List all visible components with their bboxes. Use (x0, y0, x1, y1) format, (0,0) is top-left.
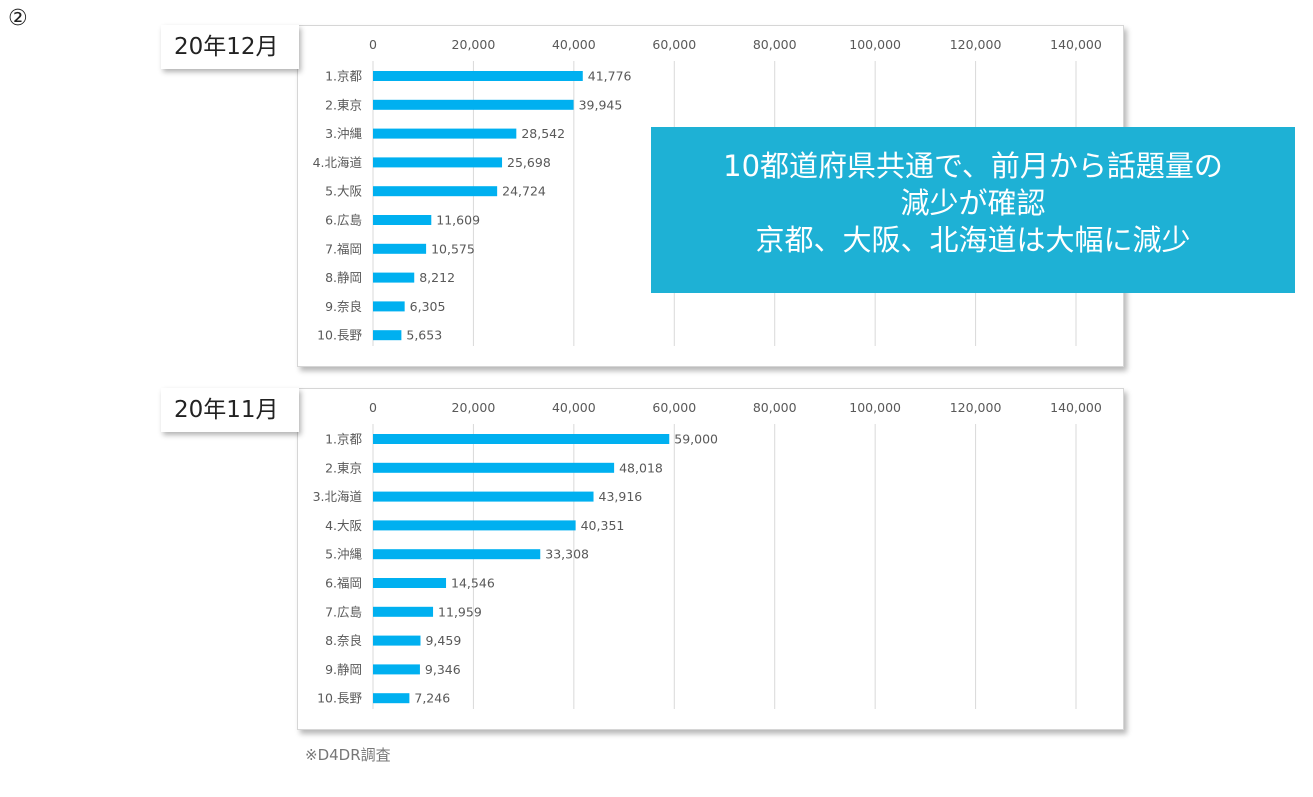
category-label: 6.福岡 (325, 576, 362, 591)
category-label: 9.静岡 (325, 662, 362, 677)
data-label: 41,776 (588, 69, 632, 84)
data-bar (373, 186, 498, 197)
data-bar (373, 243, 427, 254)
chart-december-plot: 0 20,000 40,000 60,000 80,000 100,000 120,000 1… (313, 37, 1102, 346)
data-label: 5,653 (406, 328, 442, 343)
x-tick-label: 100,000 (849, 400, 901, 415)
data-label: 6,305 (410, 299, 446, 314)
data-label: 11,959 (438, 604, 482, 619)
data-label: 25,698 (507, 155, 551, 170)
category-label: 10.長野 (317, 328, 362, 343)
data-bar (373, 491, 594, 502)
data-label: 24,724 (502, 184, 546, 199)
callout-line-3: 京都、大阪、北海道は大幅に減少 (755, 223, 1191, 257)
category-label: 4.北海道 (313, 155, 363, 170)
x-tick-label: 120,000 (950, 400, 1002, 415)
data-bar (373, 462, 615, 473)
data-bar (373, 578, 447, 588)
chart-november: 0 20,000 40,000 60,000 80,000 100,000 120,000 1… (297, 388, 1124, 730)
data-bar (373, 301, 405, 312)
data-bar (373, 549, 541, 560)
category-label: 2.東京 (325, 460, 362, 475)
data-label: 39,945 (579, 97, 623, 112)
data-label: 7,246 (414, 691, 450, 706)
category-label: 4.大阪 (325, 518, 362, 533)
data-label: 9,459 (425, 633, 461, 648)
category-label: 8.奈良 (325, 633, 362, 648)
data-label: 48,018 (619, 460, 663, 475)
data-bar (373, 434, 670, 444)
x-tick-label: 0 (369, 400, 377, 415)
callout-line-2: 減少が確認 (900, 186, 1046, 220)
callout-box: 10都道府県共通で、前月から話題量の 減少が確認 京都、大阪、北海道は大幅に減少 (651, 127, 1295, 293)
x-tick-label: 20,000 (452, 400, 496, 415)
callout-line-1: 10都道府県共通で、前月から話題量の (723, 149, 1223, 183)
category-label: 9.奈良 (325, 299, 362, 314)
data-label: 10,575 (431, 241, 475, 256)
data-label: 8,212 (419, 270, 455, 285)
data-label: 43,916 (599, 489, 643, 504)
data-bar (373, 520, 576, 531)
category-label: 1.京都 (325, 432, 362, 447)
x-tick-label: 100,000 (849, 37, 901, 52)
category-label: 10.長野 (317, 691, 362, 706)
data-bar (373, 606, 434, 617)
category-label: 3.北海道 (313, 489, 363, 504)
data-label: 33,308 (545, 547, 589, 562)
source-note: ※D4DR調査 (305, 746, 391, 764)
x-tick-label: 0 (369, 37, 377, 52)
x-tick-label: 80,000 (753, 400, 797, 415)
data-label: 59,000 (674, 432, 718, 447)
category-label: 5.沖縄 (325, 547, 362, 562)
data-bar (373, 330, 402, 341)
x-tick-label: 120,000 (950, 37, 1002, 52)
x-tick-label: 80,000 (753, 37, 797, 52)
data-bar (373, 272, 415, 283)
period-label-november: 20年11月 (161, 388, 299, 432)
data-bar (373, 128, 517, 139)
data-bar (373, 99, 574, 110)
category-label: 2.東京 (325, 97, 362, 112)
category-label: 7.広島 (325, 604, 362, 619)
data-bar (373, 71, 583, 81)
data-bar (373, 693, 410, 704)
data-bar (373, 157, 503, 168)
category-label: 5.大阪 (325, 184, 362, 199)
page-marker: ② (8, 6, 28, 31)
period-label-december: 20年12月 (161, 25, 299, 69)
chart-november-plot: 0 20,000 40,000 60,000 80,000 100,000 120,000 1… (313, 400, 1102, 709)
x-tick-label: 20,000 (452, 37, 496, 52)
category-label: 8.静岡 (325, 270, 362, 285)
data-label: 9,346 (425, 662, 461, 677)
data-label: 28,542 (521, 126, 565, 141)
x-tick-label: 60,000 (652, 37, 696, 52)
category-label: 6.広島 (325, 213, 362, 228)
data-label: 11,609 (436, 213, 480, 228)
data-bar (373, 664, 420, 675)
x-tick-label: 40,000 (552, 37, 596, 52)
category-label: 7.福岡 (325, 241, 362, 256)
category-label: 3.沖縄 (325, 126, 362, 141)
data-bar (373, 215, 432, 225)
x-tick-label: 40,000 (552, 400, 596, 415)
data-label: 40,351 (581, 518, 625, 533)
x-tick-label: 140,000 (1050, 400, 1102, 415)
data-label: 14,546 (451, 576, 495, 591)
x-tick-label: 60,000 (652, 400, 696, 415)
x-tick-label: 140,000 (1050, 37, 1102, 52)
category-label: 1.京都 (325, 69, 362, 84)
data-bar (373, 635, 421, 646)
